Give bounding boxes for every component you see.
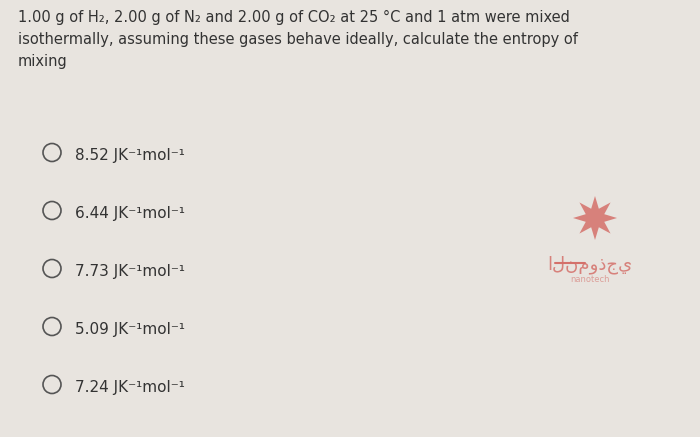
Text: 8.52 JK⁻¹mol⁻¹: 8.52 JK⁻¹mol⁻¹ xyxy=(75,148,185,163)
Polygon shape xyxy=(573,196,617,240)
Text: mixing: mixing xyxy=(18,54,68,69)
Text: 1.00 g of H₂, 2.00 g of N₂ and 2.00 g of CO₂ at 25 °C and 1 atm were mixed: 1.00 g of H₂, 2.00 g of N₂ and 2.00 g of… xyxy=(18,10,570,25)
Text: 5.09 JK⁻¹mol⁻¹: 5.09 JK⁻¹mol⁻¹ xyxy=(75,322,185,337)
Text: isothermally, assuming these gases behave ideally, calculate the entropy of: isothermally, assuming these gases behav… xyxy=(18,32,578,47)
Text: 7.73 JK⁻¹mol⁻¹: 7.73 JK⁻¹mol⁻¹ xyxy=(75,264,185,279)
Text: 7.24 JK⁻¹mol⁻¹: 7.24 JK⁻¹mol⁻¹ xyxy=(75,380,185,395)
Text: النموذجي: النموذجي xyxy=(547,255,633,274)
Text: nanotech: nanotech xyxy=(570,275,610,284)
Text: 6.44 JK⁻¹mol⁻¹: 6.44 JK⁻¹mol⁻¹ xyxy=(75,206,185,221)
